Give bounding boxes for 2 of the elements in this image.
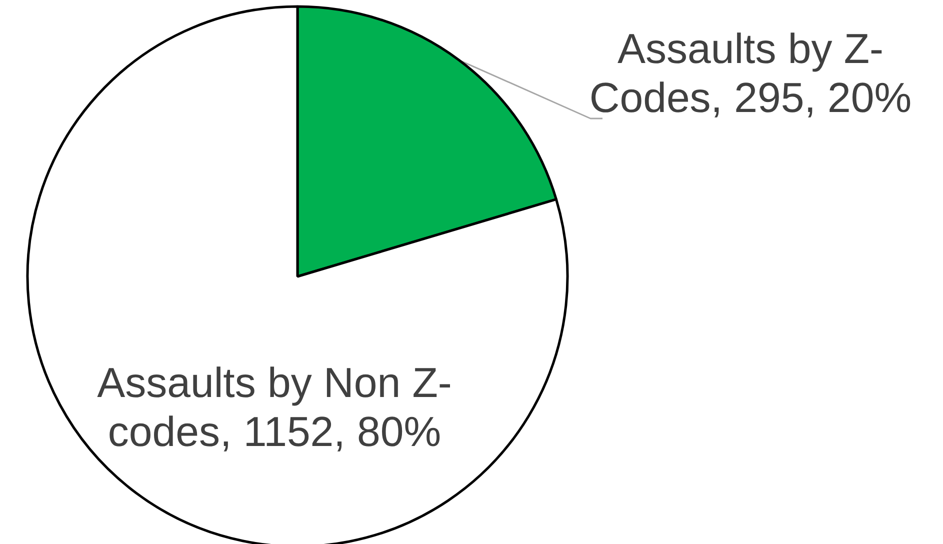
slice-label: Assaults by Non Z-codes, 1152, 80%: [97, 359, 452, 455]
slice-label: Assaults by Z-Codes, 295, 20%: [589, 25, 912, 121]
